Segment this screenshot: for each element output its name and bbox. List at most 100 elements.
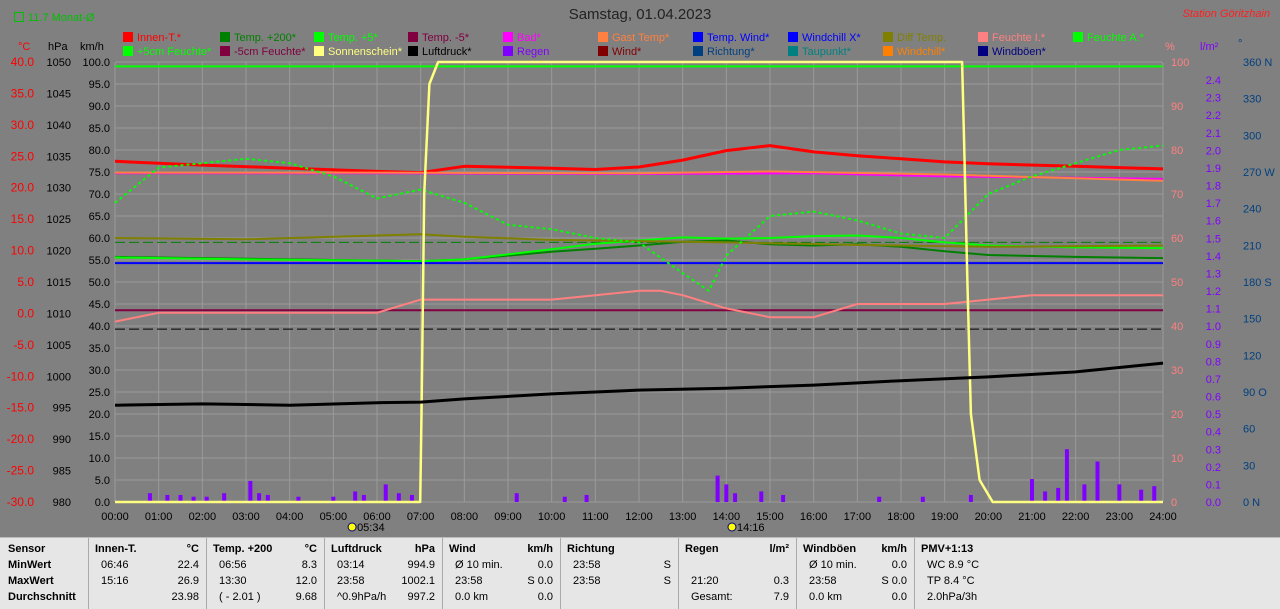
x-tick-label: 22:00: [1062, 511, 1090, 523]
rain-bar: [1152, 486, 1157, 502]
legend-label: -5cm Feuchte*: [234, 46, 306, 58]
rain-bar: [724, 484, 729, 502]
hpa-tick-label: 1045: [47, 88, 71, 100]
legend-item[interactable]: Temp. +5*: [314, 32, 378, 44]
legend-item[interactable]: Wind*: [598, 46, 641, 58]
hpa-tick-label: 1000: [47, 371, 71, 383]
temp-tick-label: -25.0: [7, 464, 35, 478]
stats-cell-value: S 0.0: [527, 575, 553, 587]
pct-tick-label: 30: [1171, 365, 1183, 377]
legend-label: Wind*: [612, 46, 642, 58]
legend-label: Taupunkt*: [802, 46, 851, 58]
legend-item[interactable]: Diff Temp.: [883, 32, 946, 44]
hpa-tick-label: 1020: [47, 246, 71, 258]
legend-item[interactable]: Windböen*: [978, 46, 1046, 58]
kmh-tick-label: 95.0: [89, 79, 110, 91]
legend-item[interactable]: Sonnenschein*: [314, 46, 402, 58]
legend-item[interactable]: Gast Temp*: [598, 32, 669, 44]
sunset-label: 14:16: [737, 522, 765, 534]
kmh-tick-label: 30.0: [89, 365, 110, 377]
kmh-tick-label: 15.0: [89, 431, 110, 443]
legend-item[interactable]: -5cm Feuchte*: [220, 46, 306, 58]
legend-item[interactable]: Regen: [503, 46, 549, 58]
rain-bar: [165, 494, 170, 502]
rain-bar: [409, 494, 414, 502]
stats-cell-value: 0.0: [891, 559, 907, 571]
stats-cell-value: S 0.0: [881, 575, 907, 587]
rain-bar: [353, 491, 358, 502]
hpa-tick-label: 1035: [47, 151, 71, 163]
legend-swatch: [220, 46, 230, 56]
rain-tick-label: 1.1: [1206, 304, 1221, 316]
stats-cell-time: 2.0hPa/3h: [927, 591, 978, 603]
rain-bar: [920, 496, 925, 502]
rain-bar: [562, 496, 567, 502]
legend-item[interactable]: Innen-T.*: [123, 32, 181, 44]
rain-tick-label: 1.3: [1206, 268, 1221, 280]
rain-tick-label: 1.9: [1206, 163, 1221, 175]
stats-column-unit: l/m²: [769, 543, 789, 555]
unit-percent-label: %: [1165, 41, 1175, 53]
rain-bar: [715, 475, 720, 502]
legend-item[interactable]: Temp. -5*: [408, 32, 469, 44]
rain-bar: [733, 493, 738, 502]
pct-tick-label: 70: [1171, 189, 1183, 201]
stats-cell-time: 15:16: [101, 575, 129, 587]
hpa-tick-label: 990: [53, 434, 71, 446]
series-line: [114, 361, 1164, 407]
legend-swatch: [788, 32, 798, 42]
stats-column-header: PMV+1:13: [921, 543, 974, 555]
legend-label: +5cm Feuchte*: [137, 46, 212, 58]
checkbox-icon[interactable]: [14, 12, 24, 22]
legend-item[interactable]: Taupunkt*: [788, 46, 851, 58]
x-tick-label: 13:00: [669, 511, 697, 523]
rain-tick-label: 0.3: [1206, 444, 1221, 456]
legend-swatch: [978, 46, 988, 56]
stats-column-header: Regen: [685, 543, 719, 555]
legend-label: Feuchte A.*: [1087, 32, 1144, 44]
rain-bar: [265, 494, 270, 502]
legend-swatch: [598, 46, 608, 56]
rain-tick-label: 0.5: [1206, 409, 1221, 421]
stats-column-unit: km/h: [527, 543, 553, 555]
direction-tick-label: 30: [1243, 460, 1255, 472]
x-tick-label: 20:00: [975, 511, 1003, 523]
legend-label: Windchill X*: [802, 32, 861, 44]
x-tick-label: 05:00: [320, 511, 348, 523]
x-tick-label: 16:00: [800, 511, 828, 523]
legend-item[interactable]: Windchill X*: [788, 32, 861, 44]
x-tick-label: 08:00: [451, 511, 479, 523]
series-line: [115, 60, 1163, 504]
legend-swatch: [788, 46, 798, 56]
legend-item[interactable]: +5cm Feuchte*: [123, 46, 211, 58]
rain-tick-label: 2.1: [1206, 128, 1221, 140]
x-tick-label: 24:00: [1149, 511, 1177, 523]
hpa-tick-label: 1050: [47, 57, 71, 69]
kmh-tick-label: 55.0: [89, 255, 110, 267]
legend-item[interactable]: Bad*: [503, 32, 541, 44]
rain-tick-label: 1.2: [1206, 286, 1221, 298]
legend-item[interactable]: Feuchte I.*: [978, 32, 1045, 44]
rain-tick-label: 2.3: [1206, 93, 1221, 105]
kmh-tick-label: 100.0: [82, 57, 110, 69]
legend-item[interactable]: Richtung*: [693, 46, 755, 58]
legend-swatch: [123, 46, 133, 56]
legend-label: Diff Temp.: [897, 32, 947, 44]
stats-column: Wind km/h Ø 10 min. 0.0 23:58 S 0.0 0.0 km 0.0: [442, 538, 559, 609]
legend-item[interactable]: Luftdruck*: [408, 46, 472, 58]
legend-item[interactable]: Feuchte A.*: [1073, 32, 1144, 44]
stats-column: PMV+1:13 WC 8.9 °C TP 8.4 °C 2.0hPa/3h: [914, 538, 1031, 609]
legend-item[interactable]: Windchill*: [883, 46, 945, 58]
legend-label: Windchill*: [897, 46, 946, 58]
legend-swatch: [598, 32, 608, 42]
legend-item[interactable]: Temp. +200*: [220, 32, 296, 44]
monat-average-checkbox[interactable]: 11.7 Monat-Ø: [14, 12, 94, 24]
rain-bar: [383, 484, 388, 502]
hpa-tick-label: 1015: [47, 277, 71, 289]
rain-tick-label: 0.1: [1206, 479, 1221, 491]
stats-column-unit: hPa: [414, 543, 435, 555]
legend-item[interactable]: Temp. Wind*: [693, 32, 769, 44]
temp-tick-label: -5.0: [13, 338, 34, 352]
temp-tick-label: 0.0: [17, 306, 34, 320]
x-tick-label: 23:00: [1106, 511, 1134, 523]
